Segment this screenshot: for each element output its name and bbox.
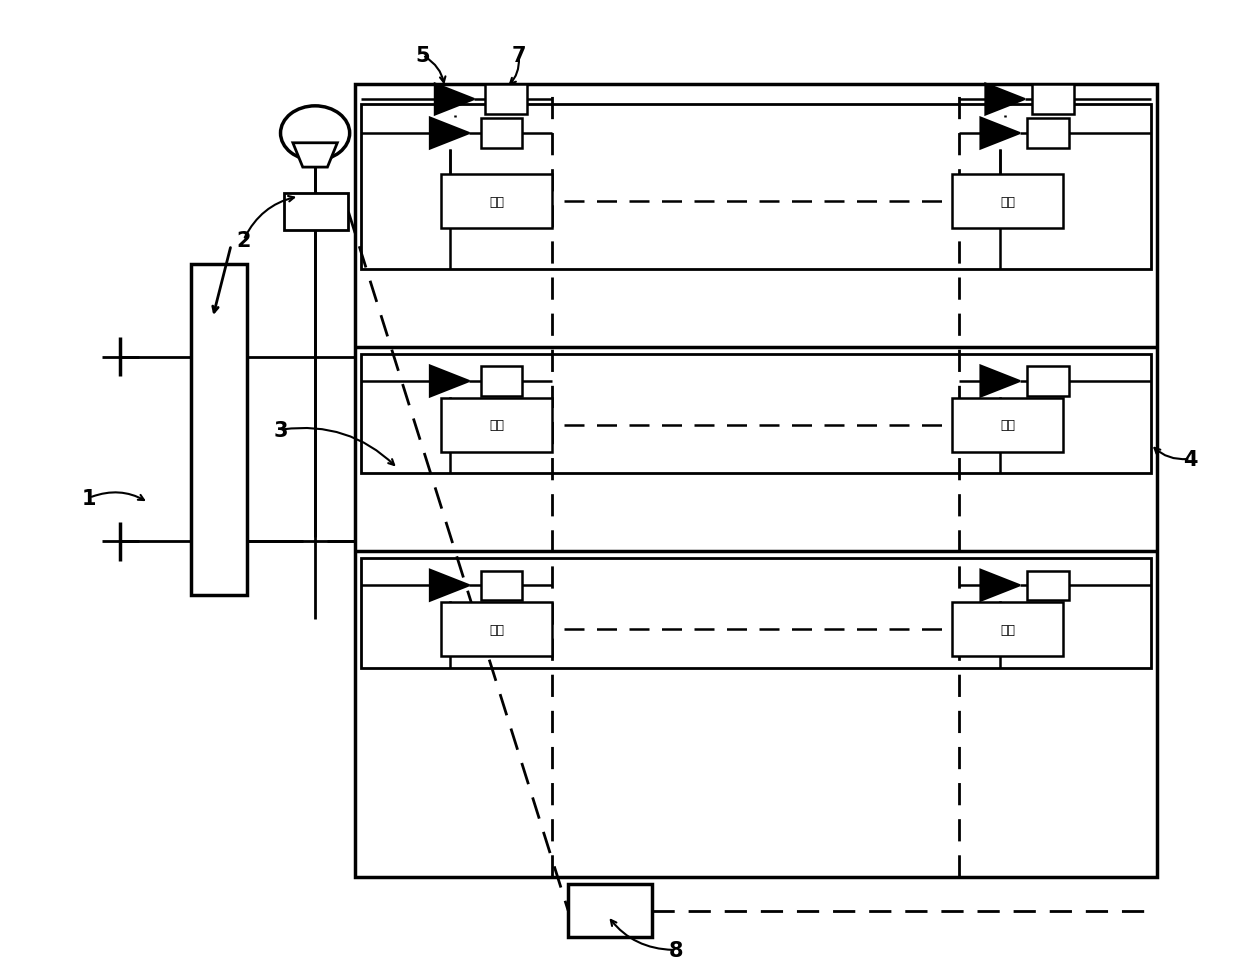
Text: 2: 2 [237,231,250,251]
Polygon shape [981,118,1021,149]
Text: 用户: 用户 [489,419,503,432]
Bar [355,85,1157,877]
Polygon shape [430,118,470,149]
Polygon shape [293,144,337,168]
Bar [441,399,552,452]
Bar [952,603,1063,657]
Bar [952,175,1063,229]
Text: 7: 7 [512,46,526,66]
Text: 1: 1 [82,488,97,508]
Polygon shape [981,366,1021,398]
Bar [441,175,552,229]
Polygon shape [986,84,1025,115]
Circle shape [280,106,350,161]
Bar [568,884,652,937]
Text: 用户: 用户 [1001,195,1016,208]
Polygon shape [435,84,475,115]
Text: 3: 3 [273,420,288,441]
Text: 5: 5 [415,46,430,66]
Bar [361,559,1151,668]
Bar [481,119,522,149]
Polygon shape [430,366,470,398]
Text: 用户: 用户 [1001,419,1016,432]
Text: 用户: 用户 [489,623,503,636]
Bar [485,85,527,114]
Bar [361,105,1151,270]
Bar [441,603,552,657]
Bar [361,355,1151,474]
Text: 用户: 用户 [1001,623,1016,636]
Bar [1028,367,1069,397]
Bar [952,399,1063,452]
Bar [1028,119,1069,149]
Text: 用户: 用户 [489,195,503,208]
Text: 4: 4 [1183,449,1198,469]
Polygon shape [430,571,470,601]
Bar [481,572,522,600]
Bar [284,194,348,232]
Text: 8: 8 [668,940,683,960]
Bar [1033,85,1074,114]
Bar [191,265,247,595]
Bar [1028,572,1069,600]
Polygon shape [981,571,1021,601]
Bar [481,367,522,397]
